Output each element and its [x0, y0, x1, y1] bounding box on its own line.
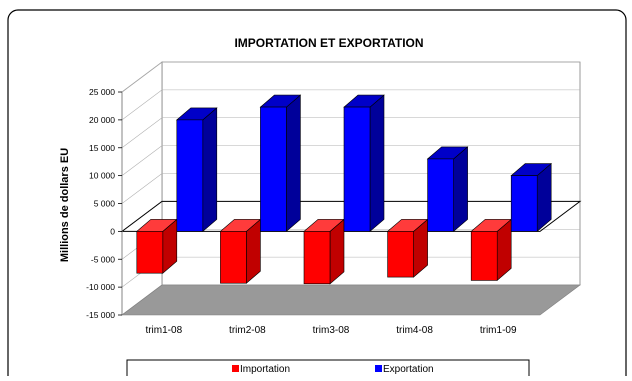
bar-exportation-side [369, 94, 385, 233]
x-tick-label: trim1-08 [145, 325, 182, 336]
y-tick-label: 10 000 [89, 171, 115, 181]
bar-exportation [510, 162, 553, 233]
y-tick-label: -15 000 [86, 310, 115, 320]
bar-importation-front [136, 231, 164, 274]
y-tick-label: 15 000 [89, 143, 115, 153]
bar-exportation-side [202, 107, 218, 233]
x-tick-label: trim4-08 [396, 325, 433, 336]
chart-title: IMPORTATION ET EXPORTATION [234, 36, 423, 50]
bar-importation [135, 218, 178, 274]
legend-box [126, 359, 530, 381]
bar-importation [303, 218, 345, 285]
legend-label-importation: Importation [240, 364, 290, 375]
y-tick-label: -10 000 [86, 282, 115, 292]
gridline-side [121, 117, 163, 148]
bar-exportation-side [453, 146, 468, 233]
x-tick-label: trim3-08 [313, 325, 350, 336]
legend-swatch-exportation [375, 365, 382, 372]
legend: Importation Exportation [126, 359, 530, 381]
y-axis-label: Millions de dollars EU [59, 148, 71, 262]
bar-importation-front [470, 231, 498, 281]
bar-importation-front [387, 231, 414, 278]
gridline-side [121, 145, 163, 176]
y-tick-label: 0 [110, 226, 115, 236]
plot-area: 25 000 20 000 15 000 10 000 5 000 0 -5 000 -10 … [86, 61, 582, 336]
bar-exportation-front [260, 106, 287, 232]
bar-exportation-front [343, 106, 371, 232]
bar-importation-front [220, 231, 247, 284]
legend-label-exportation: Exportation [383, 364, 434, 375]
bar-exportation-side [286, 94, 301, 233]
chart-floor [121, 284, 581, 316]
bar-exportation [343, 94, 385, 233]
y-tick-label: 25 000 [89, 87, 115, 97]
gridline-side [121, 89, 163, 121]
bar-importation-front [303, 231, 331, 285]
bar-exportation [426, 146, 469, 233]
y-tick-label: 20 000 [89, 115, 115, 125]
y-tick-label: -5 000 [91, 254, 115, 264]
bar-importation [470, 218, 513, 282]
y-tick-label: 5 000 [94, 199, 116, 209]
gridline-side [121, 173, 163, 204]
bar-exportation-front [427, 158, 454, 232]
bar-exportation-front [510, 175, 538, 232]
legend-swatch-importation [232, 365, 239, 372]
bar-importation [386, 218, 429, 278]
gridline-side [121, 61, 163, 93]
x-tick-label: trim2-08 [229, 325, 266, 336]
bar-exportation [175, 107, 218, 233]
bar-importation [219, 218, 262, 284]
bar-exportation-front [176, 119, 204, 232]
x-tick-label: trim1-09 [480, 325, 517, 336]
bar-exportation [259, 94, 302, 233]
